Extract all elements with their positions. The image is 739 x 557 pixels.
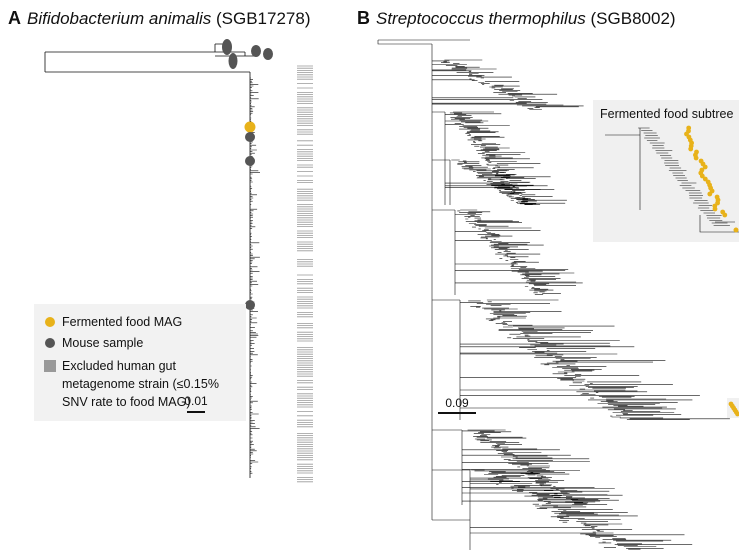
legend-label: Excluded human gut (62, 359, 176, 373)
legend-box (34, 304, 246, 421)
mouse-nodes-top (222, 39, 273, 69)
food-node (702, 164, 708, 170)
food-node (707, 191, 713, 197)
barcode (297, 65, 313, 483)
food-node (715, 200, 720, 206)
legend-swatch (45, 317, 55, 327)
scale-label: 0.09 (445, 396, 469, 410)
food-node (702, 176, 708, 182)
food-node (722, 212, 728, 218)
panel-label: A (8, 8, 21, 28)
food-node (688, 146, 694, 152)
node (251, 45, 261, 57)
mouse-node (245, 132, 255, 142)
inset-box (593, 100, 739, 242)
food-node (712, 206, 718, 212)
legend-label: Fermented food MAG (62, 315, 182, 329)
tree-a-leaves (250, 77, 260, 477)
species: Streptococcus thermophilus (376, 9, 586, 28)
inset-branches (605, 127, 739, 233)
tree-b (377, 39, 730, 550)
food-node (733, 227, 739, 233)
barcode-lines (297, 65, 313, 483)
legend-swatch (45, 338, 55, 348)
mouse-node (245, 300, 255, 310)
food-nodes-b (684, 125, 739, 417)
legend-label: SNV rate to food MAG) (62, 395, 191, 409)
food-node (693, 155, 699, 161)
food-node (735, 411, 739, 417)
panel-label: B (357, 8, 370, 28)
legend-label: Mouse sample (62, 336, 143, 350)
node (228, 53, 238, 69)
scale-label: 0.01 (184, 394, 208, 408)
node (222, 39, 232, 55)
legend-swatch (44, 360, 56, 372)
food-node (244, 121, 256, 133)
inset-title: Fermented food subtree (600, 107, 733, 121)
legend-label: metagenome strain (≤0.15% (62, 377, 219, 391)
sgb: (SGB8002) (591, 9, 676, 28)
node (263, 48, 273, 60)
sgb: (SGB17278) (216, 9, 311, 28)
mouse-node (245, 156, 255, 166)
panel-title: Bifidobacterium animalis (SGB17278) (27, 9, 310, 28)
species: Bifidobacterium animalis (27, 9, 212, 28)
tree-b-branches (377, 39, 730, 550)
inset-tree (605, 127, 739, 233)
food-node (699, 173, 705, 179)
panel-title: Streptococcus thermophilus (SGB8002) (376, 9, 676, 28)
